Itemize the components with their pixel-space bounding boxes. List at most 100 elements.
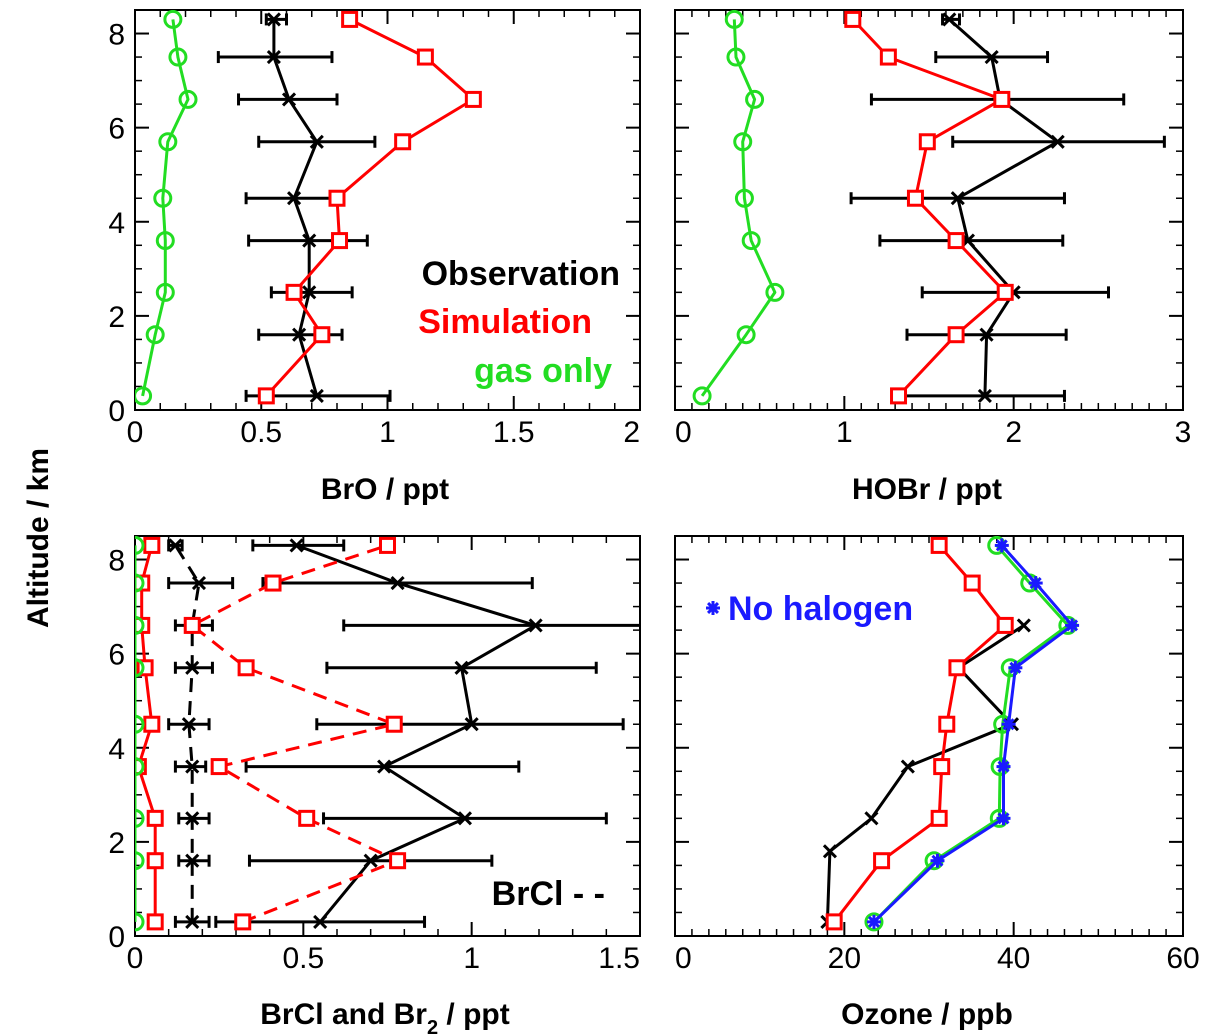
- legend-gas-only: gas only: [474, 352, 612, 390]
- x-axis-label-brcl-unit: / ppt: [438, 998, 510, 1031]
- data-point: [313, 326, 331, 344]
- x-axis-label-hobr: HOBr / ppt: [852, 473, 1002, 506]
- data-point: [257, 387, 275, 405]
- error-bar: [269, 286, 354, 299]
- data-point: [416, 48, 434, 66]
- data-point: [281, 92, 297, 107]
- panel-brcl-br2: BrCl and Br2 / ppt BrCl - - 0 0.5 1 1.50246…: [108, 535, 641, 1036]
- data-point: [726, 47, 746, 67]
- data-point: [178, 89, 198, 109]
- data-point: [328, 189, 346, 207]
- data-point: [135, 912, 145, 932]
- data-point: [341, 10, 359, 28]
- data-point: [879, 48, 897, 66]
- data-point: [135, 658, 145, 678]
- data-point: [237, 659, 255, 677]
- data-point: [153, 188, 173, 208]
- data-point: [143, 715, 161, 733]
- series-line: [700, 19, 777, 397]
- data-point: [947, 232, 965, 250]
- data-point: [930, 536, 948, 554]
- data-point: [155, 231, 175, 251]
- plot-area: [135, 10, 482, 406]
- series-brcl-observation: [167, 538, 235, 929]
- data-point: [302, 285, 317, 300]
- data-point: [996, 283, 1014, 301]
- data-point: [289, 538, 304, 553]
- data-point: [464, 717, 479, 732]
- plot-area: [135, 536, 640, 932]
- error-bar: [342, 619, 640, 632]
- data-point: [264, 574, 282, 592]
- data-point: [185, 759, 200, 774]
- x-tick-label: 0: [127, 416, 144, 449]
- data-point: [900, 759, 915, 774]
- data-point: [963, 574, 981, 592]
- panel-hobr: HOBr / ppt 0 1 2 3: [674, 9, 1192, 506]
- data-point: [298, 809, 316, 827]
- data-point: [996, 759, 1011, 774]
- data-point: [864, 811, 879, 826]
- data-point: [168, 538, 183, 553]
- x-tick-label: 2: [623, 416, 640, 449]
- x-tick-label: 1.5: [493, 416, 535, 449]
- data-point: [394, 133, 412, 151]
- series-line: [141, 19, 190, 397]
- data-point: [266, 49, 281, 65]
- data-point: [266, 12, 281, 27]
- data-point: [363, 853, 378, 868]
- data-point: [938, 715, 956, 733]
- data-point: [185, 914, 200, 929]
- data-point: [844, 10, 862, 28]
- x-tick-label: 0: [675, 416, 692, 449]
- data-point: [135, 386, 153, 406]
- data-point: [287, 191, 302, 206]
- data-point: [379, 536, 396, 554]
- data-point: [135, 573, 145, 593]
- data-point: [741, 231, 761, 251]
- data-point: [765, 282, 785, 302]
- series-gas-only: [692, 10, 785, 406]
- data-point: [389, 852, 407, 870]
- x-tick-label: 1: [463, 942, 480, 975]
- series-line: [296, 543, 538, 923]
- x-axis-label-bro: BrO / ppt: [321, 473, 449, 506]
- x-tick-label: 40: [997, 942, 1030, 975]
- data-point: [1050, 134, 1065, 149]
- x-tick-label: 20: [828, 942, 861, 975]
- series-observation: [216, 12, 392, 403]
- data-point: [234, 913, 252, 931]
- data-point: [146, 809, 164, 827]
- data-point: [996, 811, 1011, 826]
- data-point: [948, 659, 966, 677]
- data-point: [996, 616, 1014, 634]
- data-point: [1016, 618, 1031, 633]
- legend-no-halogen-marker: [706, 601, 720, 615]
- data-point: [135, 757, 145, 777]
- legend-brcl-dashed: BrCl - -: [492, 875, 605, 913]
- y-tick-label: 2: [108, 827, 125, 860]
- data-point: [185, 660, 200, 675]
- data-point: [950, 191, 965, 206]
- data-point: [457, 811, 472, 826]
- y-tick-label: 0: [108, 921, 125, 954]
- data-point: [309, 388, 324, 403]
- y-tick-label: 6: [108, 639, 125, 672]
- data-point: [1028, 576, 1043, 591]
- data-point: [191, 575, 207, 591]
- data-point: [984, 49, 999, 65]
- data-point: [733, 132, 753, 152]
- x-tick-label: 3: [1175, 416, 1192, 449]
- data-point: [390, 575, 405, 591]
- data-point: [181, 717, 196, 732]
- x-axis-label-br2-subscript: 2: [427, 1017, 438, 1036]
- x-tick-label: 1: [836, 416, 853, 449]
- data-point: [994, 538, 1009, 553]
- series-br2-observation: [214, 538, 640, 929]
- y-tick-label: 6: [108, 113, 125, 146]
- y-axis-label: Altitude / km: [22, 448, 55, 628]
- legend-observation: Observation: [422, 255, 620, 293]
- series-line: [190, 543, 400, 924]
- error-bar: [264, 13, 288, 26]
- plot-area: [692, 10, 1166, 406]
